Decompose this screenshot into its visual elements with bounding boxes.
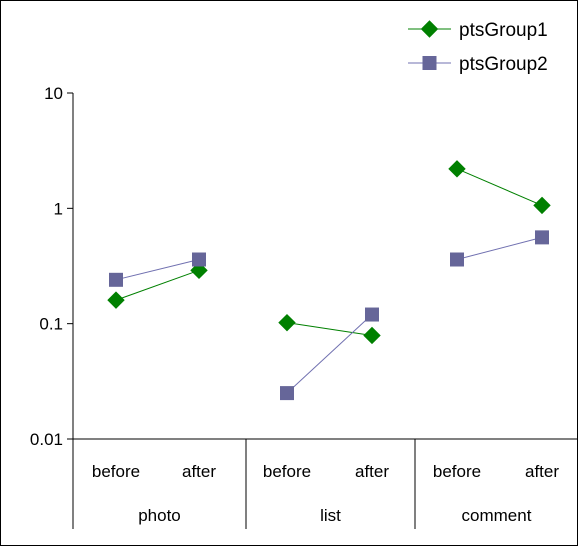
data-point-ptsGroup2	[192, 252, 206, 267]
legend-label: ptsGroup2	[459, 54, 548, 75]
series-line-ptsGroup2	[115, 259, 200, 281]
data-point-ptsGroup1	[107, 291, 125, 309]
y-tick-label: 1	[54, 199, 63, 218]
data-point-ptsGroup2	[109, 272, 123, 287]
series-line-ptsGroup1	[456, 168, 543, 206]
series-line-ptsGroup1	[286, 322, 373, 336]
data-point-ptsGroup2	[535, 230, 549, 245]
data-point-ptsGroup1	[278, 313, 296, 332]
data-point-ptsGroup2	[280, 386, 294, 401]
x-tick-label: before	[433, 462, 481, 481]
data-point-ptsGroup1	[363, 326, 381, 345]
x-group-label: photo	[138, 506, 181, 525]
x-tick-label: after	[182, 462, 216, 481]
legend-marker	[422, 56, 437, 70]
series-line-ptsGroup2	[286, 314, 373, 394]
data-point-ptsGroup1	[533, 196, 551, 215]
x-tick-label: after	[355, 462, 389, 481]
series-line-ptsGroup2	[456, 236, 543, 260]
x-tick-label: after	[525, 462, 559, 481]
y-tick-label: 0.1	[39, 315, 63, 334]
x-tick-label: before	[263, 462, 311, 481]
y-tick-label: 10	[44, 84, 63, 103]
x-tick-label: before	[92, 462, 140, 481]
x-group-label: comment	[462, 506, 532, 525]
data-point-ptsGroup2	[450, 252, 464, 267]
series-line-ptsGroup1	[115, 269, 200, 301]
data-point-ptsGroup2	[365, 307, 379, 322]
data-point-ptsGroup1	[448, 160, 466, 178]
legend-label: ptsGroup1	[459, 20, 548, 41]
y-tick-label: 0.01	[30, 430, 63, 449]
x-group-label: list	[320, 506, 341, 525]
legend-marker	[420, 20, 439, 38]
